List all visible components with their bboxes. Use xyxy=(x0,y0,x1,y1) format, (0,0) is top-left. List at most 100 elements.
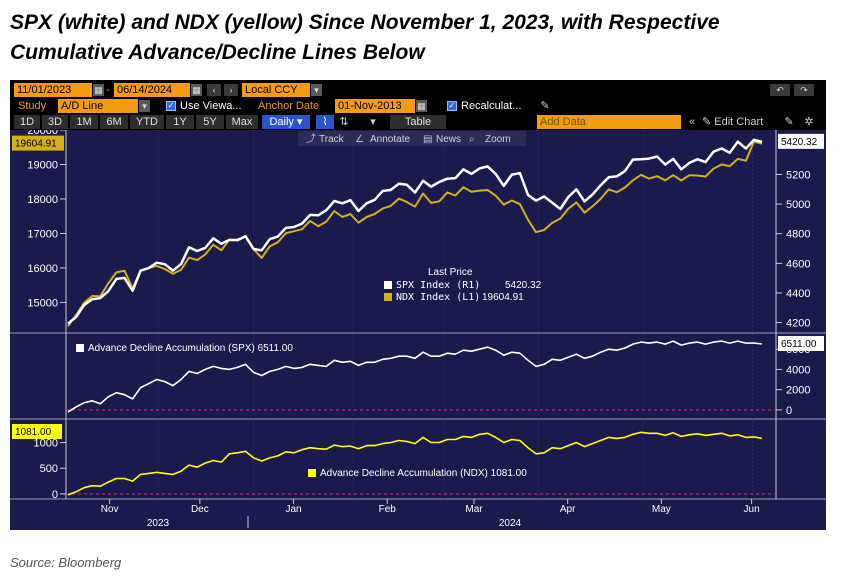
x-axis-month-label: Nov xyxy=(101,504,119,515)
zoom-label[interactable]: Zoom xyxy=(485,134,511,145)
calendar-icon[interactable]: ▦ xyxy=(93,84,104,96)
undo-icon[interactable]: ↶ xyxy=(770,84,790,96)
annotate-label[interactable]: Annotate xyxy=(370,134,410,145)
right-axis-tick-label: 5000 xyxy=(786,199,810,211)
table-button[interactable]: Table xyxy=(390,115,446,129)
headline-line-2: Cumulative Advance/Decline Lines Below xyxy=(10,41,425,64)
x-axis-year-label: 2023 xyxy=(147,518,170,529)
frequency-select[interactable]: Daily ▾ xyxy=(262,115,310,129)
settings-icon[interactable]: ✲ xyxy=(804,116,814,128)
anchor-date-field[interactable]: 01-Nov-2013 xyxy=(335,99,415,113)
currency-select[interactable]: Local CCY xyxy=(242,83,310,97)
use-view-checkbox[interactable]: ✓ xyxy=(166,101,176,111)
spx-adl-line xyxy=(67,340,763,413)
date-range-separator: - xyxy=(106,84,110,96)
annotate-icon[interactable]: ∠ xyxy=(355,134,364,145)
ndx-last-value-label: 19604.91 xyxy=(15,139,57,150)
use-view-label: Use Viewa... xyxy=(180,100,242,112)
zoom-icon[interactable]: ⌕ xyxy=(469,134,475,145)
pencil-icon: ✎ xyxy=(702,116,715,128)
x-axis-month-label: Mar xyxy=(465,504,483,515)
right-axis-tick-label: 4800 xyxy=(786,229,810,241)
track-label[interactable]: Track xyxy=(319,134,345,145)
spx-adl-legend-label: Advance Decline Accumulation (SPX) 6511.… xyxy=(88,343,293,354)
period-button-1d[interactable]: 1D xyxy=(14,115,40,129)
ndx-adl-line xyxy=(67,431,763,496)
frequency-label: Daily xyxy=(269,116,294,128)
spx-adl-axis-tick-label: 0 xyxy=(786,405,792,417)
legend-label-spx: SPX Index (R1) xyxy=(396,280,480,291)
pencil-icon[interactable]: ✎ xyxy=(540,100,550,112)
bloomberg-terminal: 11/01/2023 ▦ - 06/14/2024 ▦ ‹ › Local CC… xyxy=(10,80,826,530)
edit-chart-button[interactable]: ✎ Edit Chart xyxy=(702,115,778,129)
x-axis-month-label: May xyxy=(652,504,671,515)
study-bar: Study A/D Line ▾ ✓ Use Viewa... Anchor D… xyxy=(10,98,826,114)
indicator-icon[interactable]: ⇅ xyxy=(339,116,349,128)
x-axis-year-label: 2024 xyxy=(499,518,522,529)
x-axis-month-label: Feb xyxy=(379,504,397,515)
left-axis-tick-label: 20000 xyxy=(27,130,58,137)
recalculate-label: Recalculat... xyxy=(461,100,522,112)
right-axis-tick-label: 4200 xyxy=(786,318,810,330)
news-icon[interactable]: ▤ xyxy=(423,134,432,145)
spx-adl-axis-tick-label: 2000 xyxy=(786,385,810,397)
calendar-icon[interactable]: ▦ xyxy=(416,100,427,112)
ndx-adl-axis-tick-label: 0 xyxy=(52,489,58,501)
add-data-input[interactable]: Add Data xyxy=(537,115,681,129)
ndx-adl-last-value-label: 1081.00 xyxy=(15,427,52,438)
right-axis-tick-label: 5200 xyxy=(786,169,810,181)
ndx-adl-axis-tick-label: 500 xyxy=(40,463,58,475)
track-icon[interactable]: ⤴ xyxy=(306,132,316,145)
source-caption: Source: Bloomberg xyxy=(10,555,122,570)
period-button-ytd[interactable]: YTD xyxy=(130,115,164,129)
spx-adl-legend-swatch xyxy=(76,344,84,352)
calendar-icon[interactable]: ▦ xyxy=(191,84,202,96)
legend-value-spx: 5420.32 xyxy=(505,280,542,291)
chevron-down-icon[interactable]: ▾ xyxy=(139,100,150,112)
x-axis-month-label: Jun xyxy=(744,504,760,515)
edit-icon[interactable]: ✎ xyxy=(784,116,794,128)
date-range-bar: 11/01/2023 ▦ - 06/14/2024 ▦ ‹ › Local CC… xyxy=(10,82,826,98)
legend-title: Last Price xyxy=(428,267,473,278)
spx-adl-last-value-tag xyxy=(778,335,824,351)
chevron-down-icon: ▾ xyxy=(293,116,303,128)
study-label: Study xyxy=(18,100,47,112)
chart-svg[interactable]: ⤴ Track ∠ Annotate ▤ News ⌕ Zoom 15000 16000 17000… xyxy=(10,130,826,530)
end-date-field[interactable]: 06/14/2024 xyxy=(114,83,190,97)
left-axis-tick-label: 18000 xyxy=(27,194,58,206)
line-chart-icon[interactable]: ⌇ xyxy=(316,115,334,129)
period-button-1m[interactable]: 1M xyxy=(70,115,98,129)
period-button-1y[interactable]: 1Y xyxy=(166,115,194,129)
start-date-field[interactable]: 11/01/2023 xyxy=(14,83,92,97)
legend-label-ndx: NDX Index (L1) xyxy=(396,292,480,303)
chevron-down-icon[interactable]: ▾ xyxy=(370,116,376,128)
edit-chart-label: Edit Chart xyxy=(714,116,764,128)
period-button-6m[interactable]: 6M xyxy=(100,115,128,129)
study-select[interactable]: A/D Line xyxy=(58,99,138,113)
left-axis-tick-label: 17000 xyxy=(27,228,58,240)
chart-tools-bar xyxy=(298,131,526,146)
spx-price-line xyxy=(67,138,763,325)
left-axis-tick-label: 19000 xyxy=(27,159,58,171)
period-button-5y[interactable]: 5Y xyxy=(196,115,224,129)
chart-headline: SPX (white) and NDX (yellow) Since Novem… xyxy=(10,8,832,68)
chart-plot-area: ⤴ Track ∠ Annotate ▤ News ⌕ Zoom 15000 16000 17000… xyxy=(10,130,826,530)
chevron-down-icon[interactable]: ▾ xyxy=(311,84,322,96)
right-axis-tick-label: 4400 xyxy=(786,288,810,300)
ndx-adl-axis-tick-label: 1000 xyxy=(34,438,58,450)
recalculate-checkbox[interactable]: ✓ xyxy=(447,101,457,111)
period-button-3d[interactable]: 3D xyxy=(42,115,68,129)
period-button-max[interactable]: Max xyxy=(226,115,258,129)
ndx-adl-legend-label: Advance Decline Accumulation (NDX) 1081.… xyxy=(320,468,527,479)
next-period-icon[interactable]: › xyxy=(224,84,238,96)
ndx-last-value-tag xyxy=(12,135,64,151)
left-axis-tick-label: 15000 xyxy=(27,297,58,309)
legend-swatch-ndx xyxy=(384,293,392,301)
collapse-icon[interactable]: « xyxy=(688,116,696,128)
news-label[interactable]: News xyxy=(436,134,461,145)
redo-icon[interactable]: ↷ xyxy=(794,84,814,96)
prev-period-icon[interactable]: ‹ xyxy=(207,84,221,96)
x-axis-month-label: Dec xyxy=(191,504,209,515)
left-axis-tick-label: 16000 xyxy=(27,263,58,275)
spx-adl-axis-tick-label: 4000 xyxy=(786,364,810,376)
